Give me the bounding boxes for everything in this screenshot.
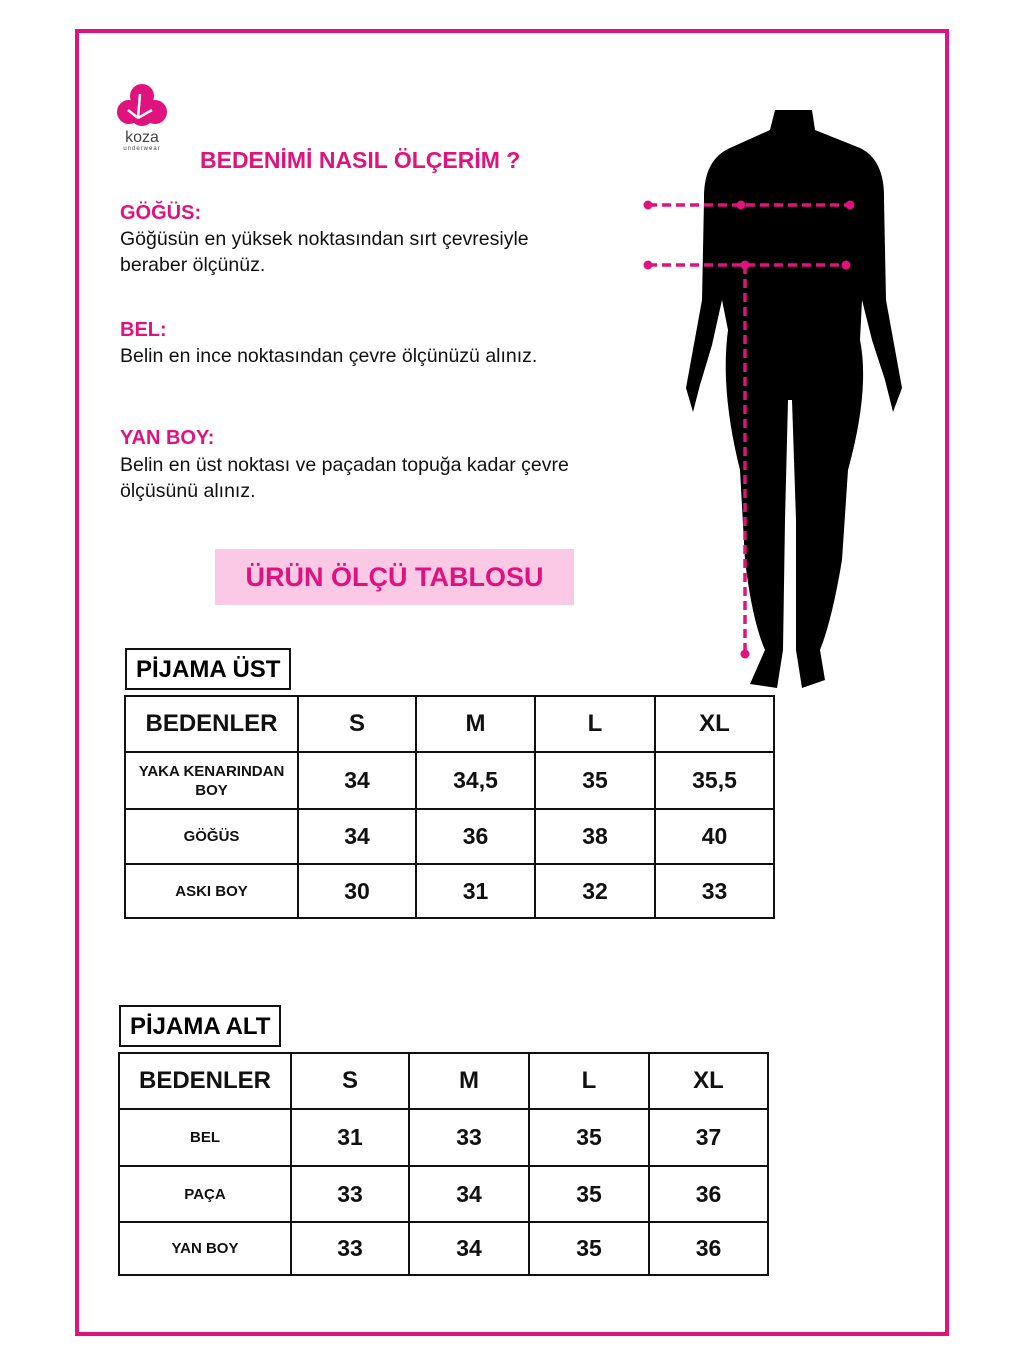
- table-row: YAN BOY 33 34 35 36: [118, 1221, 769, 1276]
- size-table-pijama-alt: BEDENLER S M L XL BEL 31 33 35 37 PAÇA 33 34 35 36 Y…: [118, 1052, 769, 1276]
- koza-flower-icon: koza underwear: [117, 84, 167, 152]
- section-label-gogus: GÖĞÜS:: [120, 202, 202, 224]
- cell: 32: [534, 863, 656, 919]
- table-row: GÖĞÜS 34 36 38 40: [124, 808, 775, 865]
- cell: 34: [297, 808, 417, 865]
- cell: 35: [528, 1221, 650, 1276]
- header-cell: XL: [654, 695, 775, 753]
- header-cell: L: [534, 695, 656, 753]
- cell: 33: [408, 1108, 530, 1167]
- cell: 34,5: [415, 751, 536, 810]
- cell: 31: [415, 863, 536, 919]
- cell: 36: [415, 808, 536, 865]
- body-silhouette-icon: [643, 110, 902, 688]
- row-label: YAKA KENARINDAN BOY: [124, 751, 299, 810]
- section-text-yan-boy: Belin en üst noktası ve paçadan topuğa k…: [120, 454, 569, 502]
- section-text-bel: Belin en ince noktasından çevre ölçünüzü…: [120, 345, 538, 367]
- header-cell: BEDENLER: [124, 695, 299, 753]
- svg-text:underwear: underwear: [123, 146, 160, 152]
- cell: 33: [290, 1221, 410, 1276]
- cell: 33: [290, 1165, 410, 1223]
- header-cell: S: [290, 1052, 410, 1110]
- page-title: BEDENİMİ NASIL ÖLÇERİM ?: [200, 147, 521, 173]
- header-cell: S: [297, 695, 417, 753]
- cell: 31: [290, 1108, 410, 1167]
- table-row: ASKI BOY 30 31 32 33: [124, 863, 775, 919]
- pink-frame: [75, 29, 949, 1336]
- row-label: BEL: [118, 1108, 292, 1167]
- cell: 35: [534, 751, 656, 810]
- table-row: BEL 31 33 35 37: [118, 1108, 769, 1167]
- cell: 34: [408, 1165, 530, 1223]
- header-cell: L: [528, 1052, 650, 1110]
- row-label: YAN BOY: [118, 1221, 292, 1276]
- svg-text:koza: koza: [125, 129, 159, 146]
- table-header-row: BEDENLER S M L XL: [124, 695, 775, 753]
- header-cell: M: [408, 1052, 530, 1110]
- table-title-pijama-ust: PİJAMA ÜST: [125, 648, 292, 690]
- table-row: YAKA KENARINDAN BOY 34 34,5 35 35,5: [124, 751, 775, 810]
- cell: 30: [297, 863, 417, 919]
- cell: 40: [654, 808, 775, 865]
- cell: 37: [648, 1108, 769, 1167]
- cell: 35: [528, 1108, 650, 1167]
- cell: 35: [528, 1165, 650, 1223]
- table-row: PAÇA 33 34 35 36: [118, 1165, 769, 1223]
- section-text-gogus: Göğüsün en yüksek noktasından sırt çevre…: [120, 228, 529, 276]
- cell: 34: [408, 1221, 530, 1276]
- header-cell: BEDENLER: [118, 1052, 292, 1110]
- header-cell: M: [415, 695, 536, 753]
- row-label: PAÇA: [118, 1165, 292, 1223]
- cell: 34: [297, 751, 417, 810]
- size-table-pijama-ust: BEDENLER S M L XL YAKA KENARINDAN BOY 34 34,5 3…: [124, 695, 775, 919]
- table-title-pijama-alt: PİJAMA ALT: [119, 1005, 282, 1047]
- cell: 36: [648, 1165, 769, 1223]
- cell: 33: [654, 863, 775, 919]
- table-header-row: BEDENLER S M L XL: [118, 1052, 769, 1110]
- cell: 35,5: [654, 751, 775, 810]
- section-label-bel: BEL:: [120, 319, 167, 341]
- cell: 36: [648, 1221, 769, 1276]
- section-label-yan-boy: YAN BOY:: [120, 427, 215, 449]
- row-label: ASKI BOY: [124, 863, 299, 919]
- row-label: GÖĞÜS: [124, 808, 299, 865]
- koza-logo: koza underwear: [116, 82, 168, 157]
- product-size-table-banner: ÜRÜN ÖLÇÜ TABLOSU: [215, 549, 574, 605]
- header-cell: XL: [648, 1052, 769, 1110]
- cell: 38: [534, 808, 656, 865]
